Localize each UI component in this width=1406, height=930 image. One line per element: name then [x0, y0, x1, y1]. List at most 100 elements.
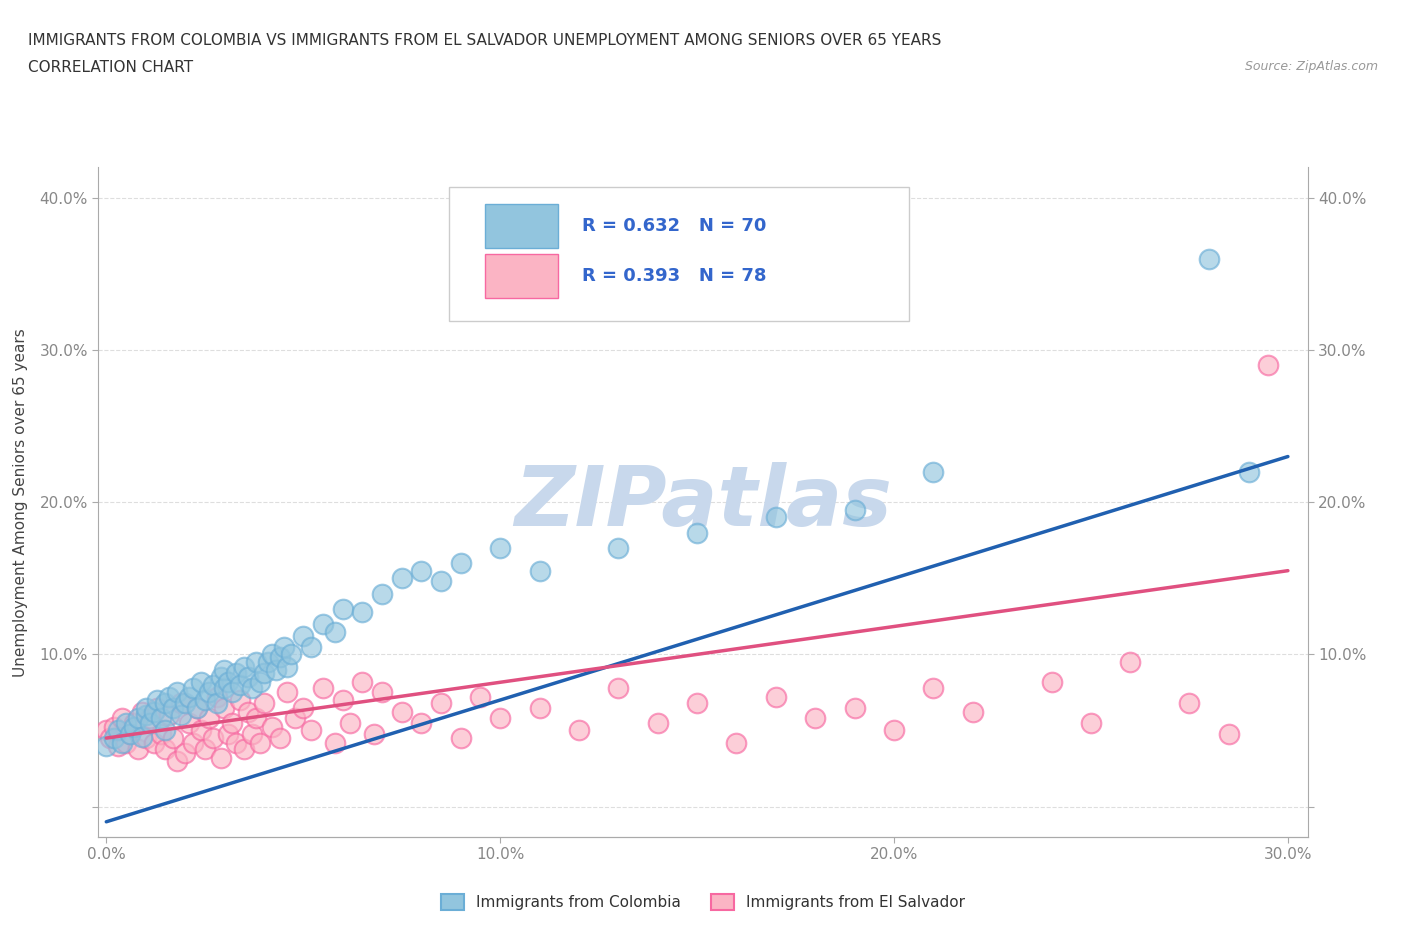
Point [150, 711, 173, 725]
Point [229, 677, 252, 692]
Point [1080, 715, 1102, 730]
Point [214, 681, 236, 696]
Point [146, 693, 169, 708]
Point [214, 662, 236, 677]
Point [118, 726, 141, 741]
Text: Source: ZipAtlas.com: Source: ZipAtlas.com [1244, 60, 1378, 73]
Point [177, 689, 200, 704]
Point [205, 696, 228, 711]
Point [391, 705, 413, 720]
Point [162, 700, 184, 715]
Point [607, 540, 630, 555]
Point [174, 696, 197, 711]
Point [174, 746, 197, 761]
Point [264, 662, 287, 677]
Point [127, 711, 149, 725]
Point [430, 696, 453, 711]
Point [146, 700, 169, 715]
Point [430, 574, 453, 589]
Point [181, 681, 204, 696]
Point [162, 731, 184, 746]
Point [170, 708, 193, 723]
Point [209, 670, 232, 684]
FancyBboxPatch shape [449, 188, 908, 322]
Point [115, 715, 138, 730]
Point [339, 715, 361, 730]
Text: R = 0.393   N = 78: R = 0.393 N = 78 [582, 267, 766, 286]
Point [686, 696, 709, 711]
Point [299, 639, 322, 654]
Point [686, 525, 709, 540]
Point [229, 693, 252, 708]
Text: CORRELATION CHART: CORRELATION CHART [28, 60, 193, 75]
Point [245, 711, 267, 725]
Point [205, 689, 228, 704]
Point [221, 715, 243, 730]
Point [323, 736, 346, 751]
Point [194, 693, 217, 708]
Point [122, 720, 145, 735]
Point [568, 723, 591, 737]
Point [131, 729, 153, 744]
Point [253, 696, 276, 711]
FancyBboxPatch shape [485, 255, 558, 298]
Point [269, 731, 291, 746]
Point [371, 586, 394, 601]
Point [157, 689, 180, 704]
Point [142, 705, 165, 720]
Point [450, 555, 472, 570]
Point [765, 689, 787, 704]
Point [96, 723, 118, 737]
Text: IMMIGRANTS FROM COLOMBIA VS IMMIGRANTS FROM EL SALVADOR UNEMPLOYMENT AMONG SENIO: IMMIGRANTS FROM COLOMBIA VS IMMIGRANTS F… [28, 33, 942, 47]
Point [607, 681, 630, 696]
Point [155, 741, 177, 756]
Point [299, 723, 322, 737]
Point [804, 711, 827, 725]
Point [225, 665, 247, 680]
Point [253, 665, 276, 680]
Point [170, 696, 193, 711]
Point [221, 685, 243, 700]
Point [225, 736, 247, 751]
Point [411, 715, 433, 730]
Point [138, 715, 160, 730]
Point [127, 741, 149, 756]
Point [470, 689, 492, 704]
Point [190, 674, 212, 689]
Point [249, 736, 271, 751]
Point [190, 723, 212, 737]
Point [450, 731, 472, 746]
Point [276, 685, 298, 700]
Point [1040, 674, 1063, 689]
Point [363, 726, 385, 741]
Point [245, 655, 267, 670]
Point [352, 604, 374, 619]
Point [647, 715, 669, 730]
Point [217, 726, 239, 741]
Point [411, 564, 433, 578]
Point [236, 670, 259, 684]
Point [217, 674, 239, 689]
Point [332, 602, 354, 617]
Point [352, 674, 374, 689]
Point [260, 647, 283, 662]
Point [103, 720, 125, 735]
Point [1218, 726, 1240, 741]
Point [131, 705, 153, 720]
Point [150, 726, 173, 741]
Point [157, 708, 180, 723]
Point [135, 731, 157, 746]
Point [280, 647, 302, 662]
Point [725, 736, 748, 751]
Point [103, 731, 125, 746]
Point [269, 650, 291, 665]
Point [155, 696, 177, 711]
Point [276, 659, 298, 674]
Point [391, 571, 413, 586]
Point [1198, 251, 1220, 266]
Y-axis label: Unemployment Among Seniors over 65 years: Unemployment Among Seniors over 65 years [14, 328, 28, 677]
Point [962, 705, 984, 720]
Point [529, 564, 551, 578]
Point [233, 659, 256, 674]
Point [233, 741, 256, 756]
